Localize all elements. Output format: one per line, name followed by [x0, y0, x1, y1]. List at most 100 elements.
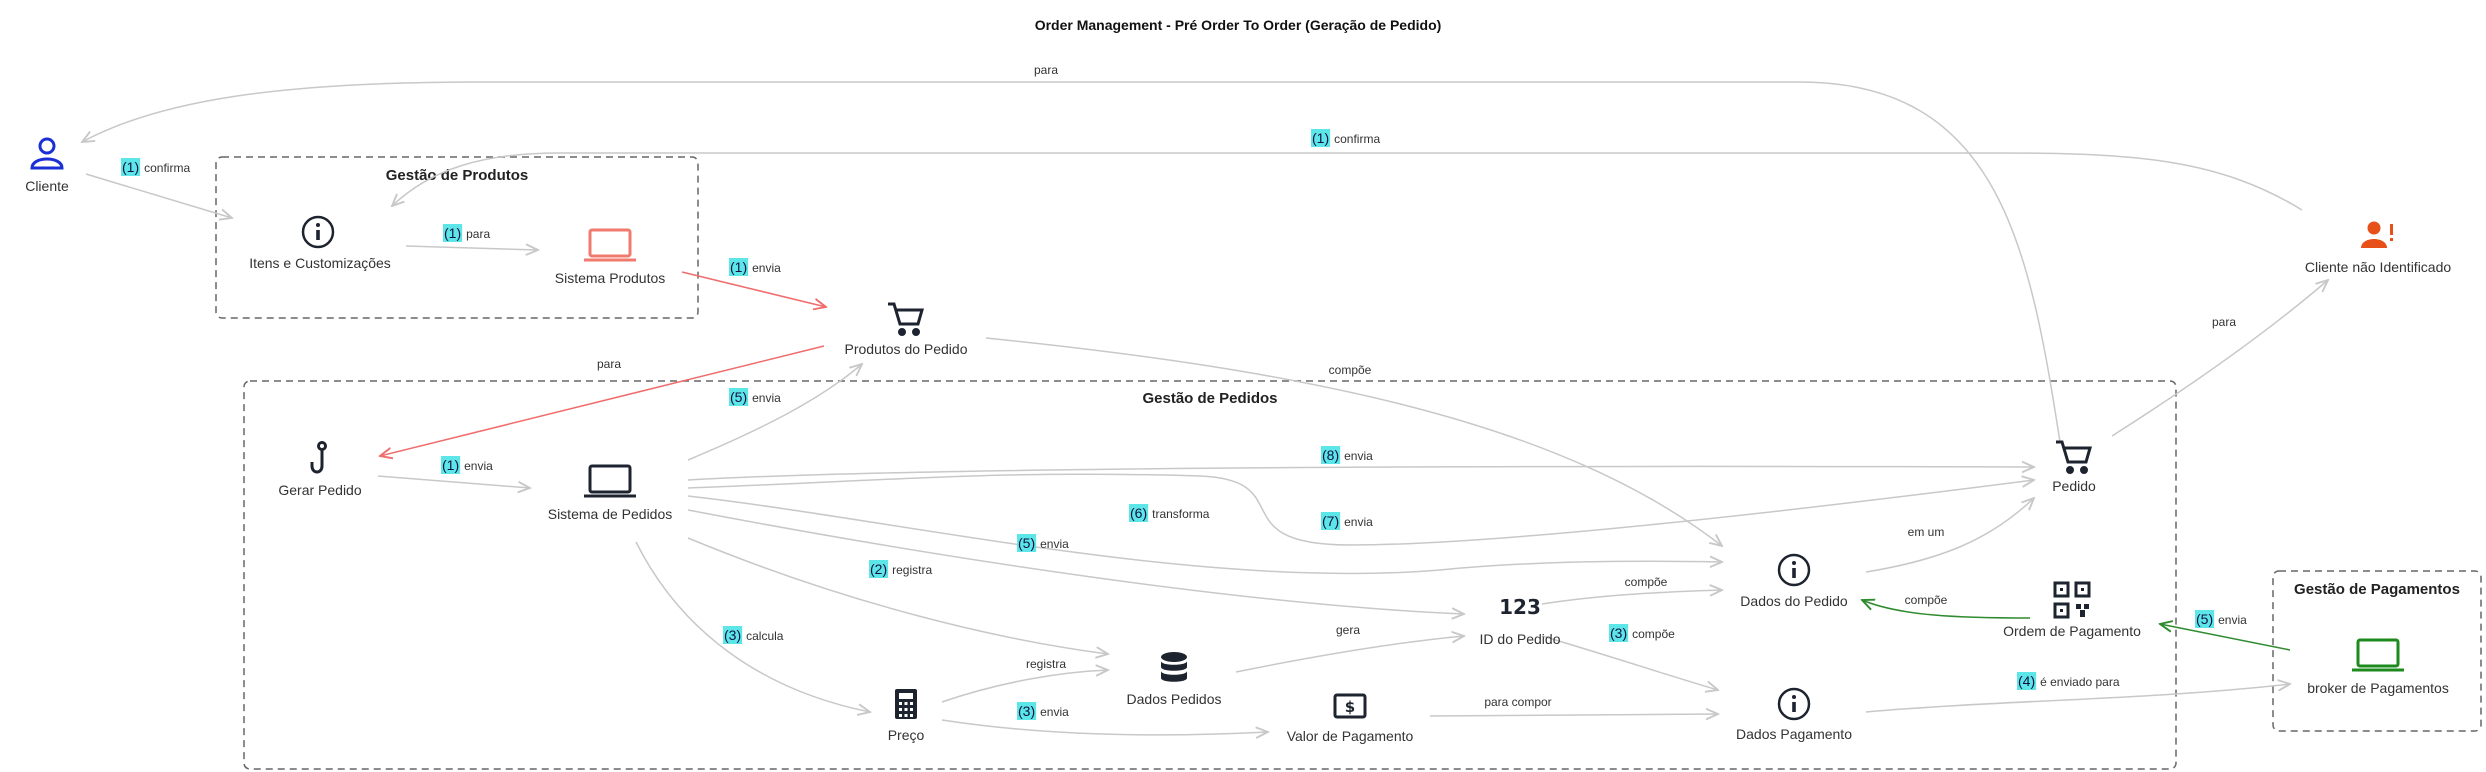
edge-label: (3) compõe	[1609, 624, 1675, 642]
edge-valorpagamento-to-dadospagamento	[1429, 714, 1718, 716]
svg-text:(7): (7)	[1322, 513, 1339, 529]
edge-ordempagamento-to-dadosdopedido	[1862, 600, 2031, 619]
node-label: Ordem de Pagamento	[2003, 623, 2141, 639]
node-label: Cliente não Identificado	[2305, 259, 2452, 275]
node-label: Produtos do Pedido	[845, 341, 968, 357]
svg-text:é enviado para: é enviado para	[2040, 675, 2120, 689]
svg-text:(6): (6)	[1130, 505, 1147, 521]
node-dados-pagamento[interactable]: Dados Pagamento	[1736, 687, 1852, 742]
svg-text:em um: em um	[1908, 525, 1945, 539]
info-icon	[1777, 553, 1811, 587]
edge-sistemaprodutos-to-produtospedido	[681, 271, 826, 307]
node-label: Preço	[888, 727, 925, 743]
info-icon	[301, 215, 335, 249]
edge-label: (6) transforma	[1129, 504, 1210, 522]
edge-label: para	[597, 357, 621, 371]
svg-text:123: 123	[1499, 595, 1541, 619]
edge-label: em um	[1908, 525, 1945, 539]
node-id-do-pedido[interactable]: 123 ID do Pedido	[1480, 595, 1561, 647]
svg-text:(3): (3)	[724, 627, 741, 643]
svg-text:envia: envia	[464, 459, 493, 473]
node-produtos-do-pedido[interactable]: Produtos do Pedido	[845, 302, 968, 357]
edge-cliente-to-itens	[85, 173, 232, 218]
edge-sistemapedidos-to-pedido-8	[687, 466, 2034, 481]
node-dados-pedidos[interactable]: Dados Pedidos	[1127, 652, 1222, 707]
svg-text:compõe: compõe	[1625, 575, 1668, 589]
edge-preco-to-dadospedidos	[941, 670, 1108, 703]
edge-iddopedido-to-dadospagamento	[1541, 635, 1718, 690]
edge-label: para	[1034, 63, 1058, 77]
svg-text:envia: envia	[1040, 705, 1069, 719]
edge-label: (5) envia	[729, 388, 781, 406]
edge-label: (8) envia	[1321, 446, 1373, 464]
svg-text:(5): (5)	[2196, 611, 2213, 627]
qr-code-icon	[2053, 581, 2091, 619]
node-pedido[interactable]: Pedido	[2052, 440, 2096, 494]
svg-text:transforma: transforma	[1152, 507, 1210, 521]
edge-label: compõe	[1905, 593, 1948, 607]
node-gerar-pedido[interactable]: Gerar Pedido	[278, 441, 362, 499]
node-sistema-produtos[interactable]: Sistema Produtos	[555, 228, 666, 286]
node-label: Dados Pedidos	[1127, 691, 1222, 707]
laptop-icon	[584, 464, 636, 498]
svg-text:gera: gera	[1336, 623, 1360, 637]
edge-label: para compor	[1484, 695, 1551, 709]
edge-label: compõe	[1329, 363, 1372, 377]
node-ordem-de-pagamento[interactable]: Ordem de Pagamento	[2003, 581, 2141, 639]
edge-dadospagamento-to-broker	[1865, 684, 2290, 713]
svg-text:envia: envia	[1344, 449, 1373, 463]
svg-text:para: para	[2212, 315, 2236, 329]
svg-text:(8): (8)	[1322, 447, 1339, 463]
edge-dadospedidos-to-iddopedido	[1235, 636, 1464, 673]
laptop-icon	[584, 228, 636, 262]
node-label: Sistema de Pedidos	[548, 506, 673, 522]
svg-text:envia: envia	[2218, 613, 2247, 627]
node-sistema-de-pedidos[interactable]: Sistema de Pedidos	[548, 464, 673, 522]
svg-text:(5): (5)	[730, 389, 747, 405]
diagram-title: Order Management - Pré Order To Order (G…	[1035, 17, 1442, 33]
edge-label: para	[2212, 315, 2236, 329]
edge-sistemapedidos-to-preco	[635, 541, 870, 712]
edge-broker-to-ordempagamento	[2160, 624, 2291, 651]
edge-label: (7) envia	[1321, 512, 1373, 530]
edge-label: (5) envia	[1017, 534, 1069, 552]
node-label: Dados do Pedido	[1740, 593, 1848, 609]
svg-text:envia: envia	[1040, 537, 1069, 551]
edge-label: (3) calcula	[723, 626, 784, 644]
node-broker-de-pagamentos[interactable]: broker de Pagamentos	[2307, 638, 2449, 696]
node-label: Cliente	[25, 178, 69, 194]
svg-text:$: $	[1345, 698, 1355, 716]
svg-text:(1): (1)	[1312, 130, 1329, 146]
svg-text:(1): (1)	[442, 457, 459, 473]
svg-text:registra: registra	[892, 563, 932, 577]
svg-text:compõe: compõe	[1905, 593, 1948, 607]
node-dados-do-pedido[interactable]: Dados do Pedido	[1740, 553, 1848, 609]
info-icon	[1777, 687, 1811, 721]
edge-pedido-to-clientenaoid	[2111, 280, 2328, 437]
svg-text:calcula: calcula	[746, 629, 784, 643]
user-alert-icon	[2361, 221, 2393, 248]
edge-sistemapedidos-to-pedido-6	[687, 473, 2034, 546]
edge-dadosdopedido-to-pedido	[1865, 498, 2034, 573]
edge-gerarpedido-to-sistemapedidos	[377, 475, 530, 488]
svg-text:para: para	[466, 227, 490, 241]
edge-sistemapedidos-to-produtospedido	[687, 364, 862, 461]
node-cliente-nao-identificado[interactable]: Cliente não Identificado	[2305, 221, 2452, 276]
svg-text:envia: envia	[752, 391, 781, 405]
edge-sistemapedidos-to-dadospedidos	[687, 537, 1108, 654]
node-valor-de-pagamento[interactable]: $ Valor de Pagamento	[1287, 693, 1414, 744]
node-preco[interactable]: Preço	[888, 689, 925, 743]
svg-text:(5): (5)	[1018, 535, 1035, 551]
edge-preco-to-valorpagamento	[941, 719, 1268, 735]
edge-clientenaoid-to-itens	[392, 152, 2303, 211]
group-gestao-produtos: Gestão de Produtos	[215, 156, 699, 319]
svg-text:(1): (1)	[730, 259, 747, 275]
node-cliente[interactable]: Cliente	[25, 137, 69, 194]
node-itens-customizacoes[interactable]: Itens e Customizações	[249, 215, 391, 271]
edge-sistemapedidos-to-dadosdopedido	[687, 495, 1722, 575]
edge-produtospedido-to-dadosdopedido	[985, 337, 1722, 546]
svg-text:confirma: confirma	[1334, 132, 1380, 146]
edge-label: (1) confirma	[121, 158, 190, 176]
dollar-icon: $	[1333, 693, 1367, 719]
node-label: Sistema Produtos	[555, 270, 666, 286]
